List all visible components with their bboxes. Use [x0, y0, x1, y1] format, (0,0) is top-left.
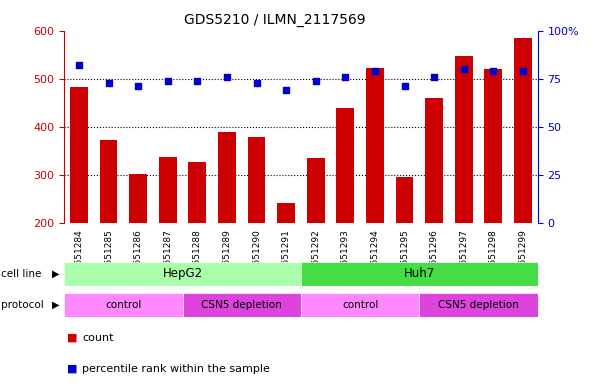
Bar	[514, 38, 532, 319]
Text: HepG2: HepG2	[163, 268, 203, 280]
Bar	[366, 68, 384, 319]
Bar	[277, 203, 295, 319]
Point	[370, 68, 380, 74]
Point	[281, 87, 291, 93]
Point	[74, 62, 84, 68]
Bar	[218, 132, 236, 319]
Text: ■: ■	[67, 333, 78, 343]
Bar	[130, 174, 147, 319]
Text: ▶: ▶	[53, 300, 60, 310]
Text: count: count	[82, 333, 114, 343]
Point	[340, 74, 350, 80]
Point	[459, 66, 469, 72]
Text: CSN5 depletion: CSN5 depletion	[438, 300, 519, 310]
Text: control: control	[105, 300, 142, 310]
Bar	[100, 140, 117, 319]
Point	[488, 68, 498, 74]
Point	[311, 78, 321, 84]
Text: cell line: cell line	[1, 269, 41, 279]
Point	[400, 83, 409, 89]
Point	[252, 79, 262, 86]
Text: Huh7: Huh7	[404, 268, 435, 280]
Bar	[188, 162, 206, 319]
Text: percentile rank within the sample: percentile rank within the sample	[82, 364, 270, 374]
Bar	[64, 293, 183, 317]
Text: control: control	[342, 300, 378, 310]
Text: GDS5210 / ILMN_2117569: GDS5210 / ILMN_2117569	[184, 13, 366, 27]
Bar	[485, 69, 502, 319]
Text: protocol: protocol	[1, 300, 43, 310]
Bar	[425, 98, 443, 319]
Text: ▶: ▶	[53, 269, 60, 279]
Bar	[419, 293, 538, 317]
Bar	[247, 137, 265, 319]
Bar	[307, 158, 324, 319]
Bar	[159, 157, 177, 319]
Bar	[301, 293, 419, 317]
Text: CSN5 depletion: CSN5 depletion	[202, 300, 282, 310]
Bar	[301, 262, 538, 286]
Bar	[337, 108, 354, 319]
Bar	[183, 293, 301, 317]
Point	[192, 78, 202, 84]
Point	[104, 79, 114, 86]
Point	[518, 68, 528, 74]
Bar	[396, 177, 414, 319]
Bar	[70, 87, 88, 319]
Text: ■: ■	[67, 364, 78, 374]
Point	[163, 78, 173, 84]
Bar	[455, 56, 472, 319]
Point	[429, 74, 439, 80]
Bar	[64, 262, 301, 286]
Point	[133, 83, 143, 89]
Point	[222, 74, 232, 80]
